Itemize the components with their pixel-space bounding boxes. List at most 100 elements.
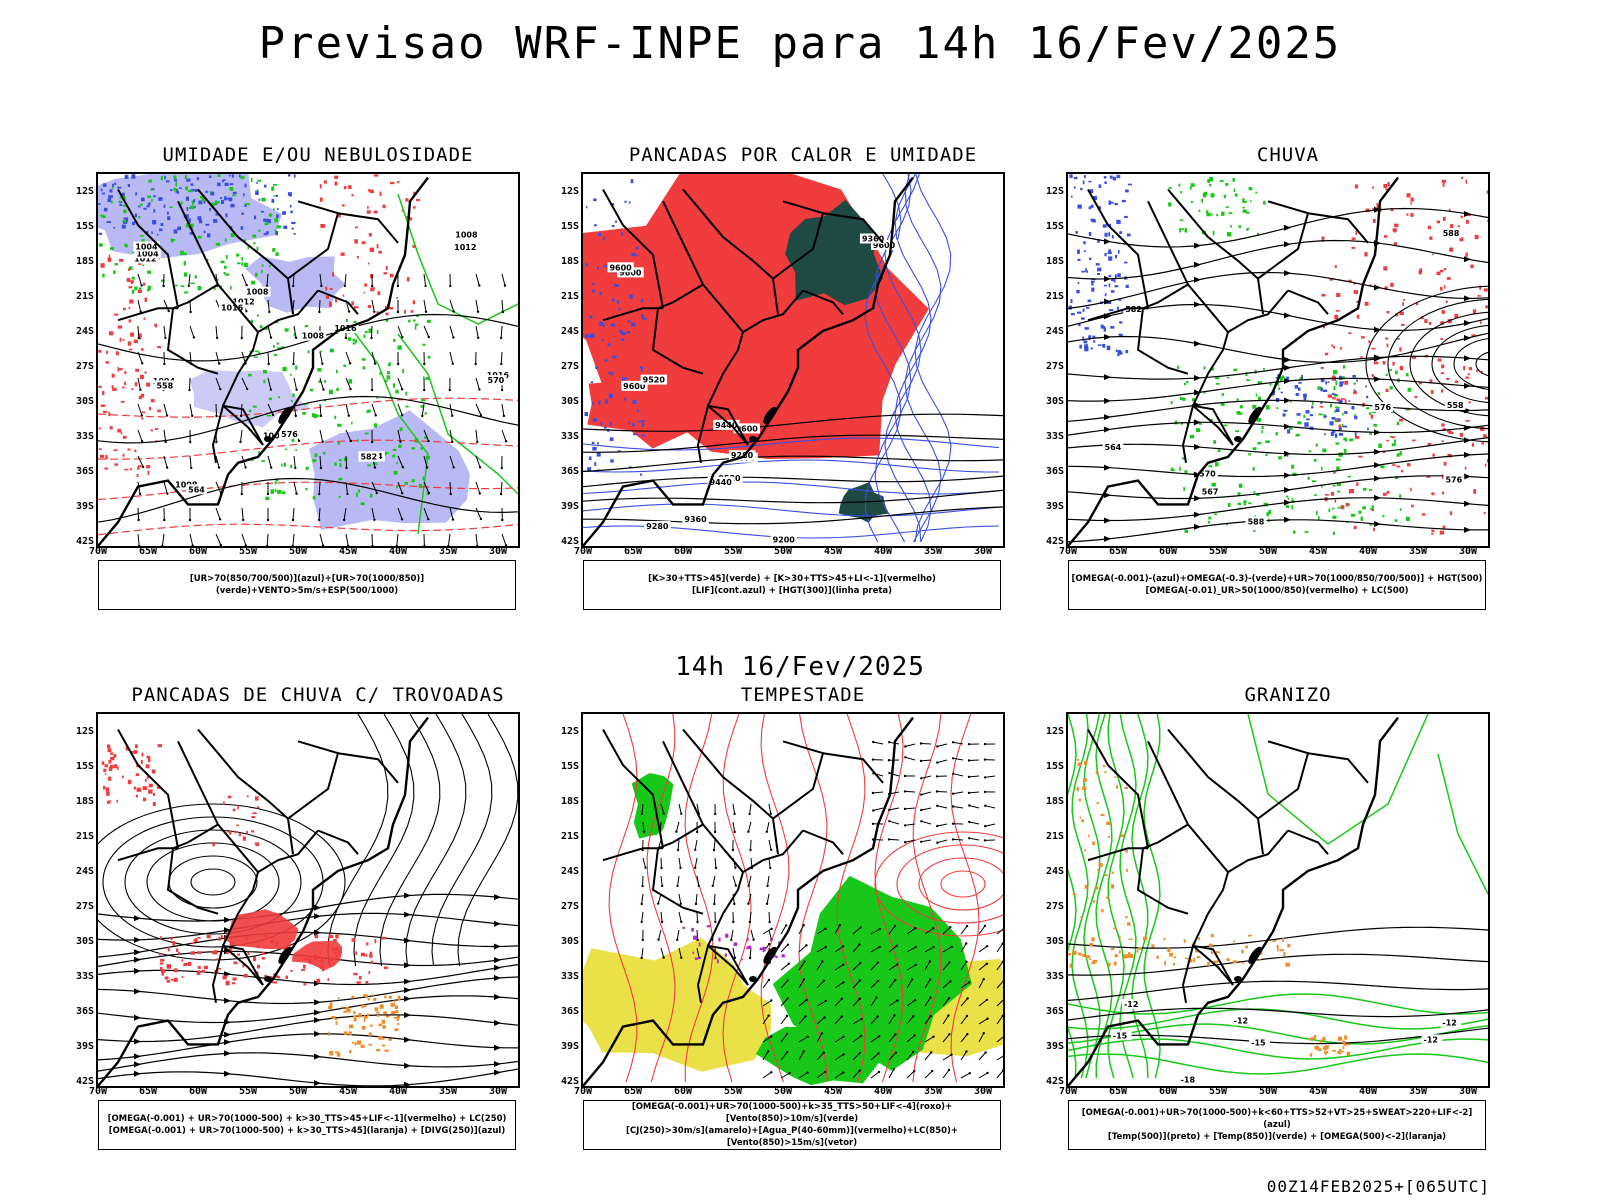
panel-legend: [OMEGA(-0.001)-(azul)+OMEGA(-0.3)-(verde… (1068, 560, 1486, 610)
omega500-orange-specks (1309, 1035, 1351, 1057)
jet-yellow-area (583, 937, 771, 1072)
contour-label: 570 (488, 376, 505, 385)
latitude-label: 18S (560, 256, 579, 267)
contour-label-bg (485, 375, 507, 386)
panel-title: PANCADAS DE CHUVA C/ TROVOADAS (131, 684, 505, 706)
lc850-streamline (836, 714, 866, 1083)
contour-label: 576 (281, 430, 298, 439)
temp850-contour (1068, 993, 1488, 1015)
streamline-arrow (1374, 475, 1381, 482)
streamline-arrow (134, 1053, 141, 1060)
streamline-arrow (1464, 473, 1471, 480)
contour-label-bg (707, 476, 734, 487)
streamline-arrow (1464, 382, 1471, 389)
lc850-streamline (874, 831, 1003, 937)
streamline-arrow (494, 920, 501, 927)
contour-label-bg (358, 451, 380, 462)
streamline-arrow (1284, 312, 1291, 319)
temp850-contour (1095, 714, 1113, 1078)
latitude-label: 24S (1045, 866, 1064, 877)
legend-line: [LIF](cont.azul) + [HGT(300)](linha pret… (691, 586, 893, 596)
latitude-label: 21S (560, 831, 579, 842)
contour-label: -12 (1424, 1036, 1438, 1045)
longitude-label: 55W (723, 546, 743, 557)
streamline-arrow (1374, 326, 1381, 333)
latitude-label: 15S (75, 221, 94, 232)
legend-line: [OMEGA(-0.001)-(azul)+OMEGA(-0.3)-(verde… (1071, 574, 1483, 584)
contour-label: 1008 (455, 231, 478, 240)
map-panel-umidade: UMIDADE E/OU NEBULOSIDADE 12S 15S 18S 21S 24S… (68, 144, 568, 614)
contour-label: 570 (1199, 470, 1216, 479)
longitude-label: 70W (573, 1086, 593, 1097)
longitude-label: 55W (1208, 1086, 1228, 1097)
streamline-arrow (1194, 443, 1201, 450)
contour-label-bg (607, 262, 634, 273)
contour-label: -15 (1251, 1038, 1266, 1047)
streamline-arrow (224, 1070, 231, 1077)
lc850-streamline (760, 714, 790, 1083)
hgt300-contour (583, 506, 1003, 525)
streamline-arrow (1284, 224, 1291, 231)
temp850-contour (1068, 1023, 1488, 1045)
contour-label-bg (1199, 486, 1221, 497)
legend-line: [OMEGA(-0.001) + UR>70(1000-500) + k>30_… (108, 1126, 506, 1136)
hgt500-contour (1068, 399, 1488, 422)
longitude-label: 55W (238, 1086, 258, 1097)
streamline-arrow (1104, 492, 1111, 499)
legend-line: [Temp(500)](preto) + [Temp(850)](verde) … (1107, 1132, 1447, 1142)
latitude-label: 33S (1045, 431, 1064, 442)
legend-line: [CJ(250)>30m/s](amarelo)+[Agua_P(40-60mm… (625, 1126, 959, 1148)
streamline-arrow (314, 1030, 321, 1037)
omega-blue-specks (1273, 374, 1369, 438)
latitude-label: 27S (75, 361, 94, 372)
streamline-arrow (1374, 376, 1381, 383)
latitude-label: 30S (560, 396, 579, 407)
omega500-orange-specks (1068, 759, 1131, 968)
latitude-label: 24S (75, 866, 94, 877)
streamline-arrow (494, 957, 501, 964)
streamline-arrow (134, 1070, 141, 1077)
hgt500-contour (1068, 271, 1488, 310)
pressure-isobar (98, 477, 518, 523)
streamline-arrow (404, 1081, 411, 1086)
latitude-label: 33S (75, 431, 94, 442)
lc850-streamline (646, 714, 676, 1083)
hgt500-contour (1068, 519, 1488, 543)
longitude-label: 50W (1258, 546, 1278, 557)
lif-contour (864, 174, 902, 543)
streamline-arrow (134, 967, 141, 974)
streamline-arrow (1374, 284, 1381, 291)
map-canvas: 588 582 576 576 570 567 564 558 588 (1066, 172, 1490, 548)
streamline-arrow (1194, 301, 1201, 308)
contour-label: 582 (1125, 305, 1142, 314)
hgt500-contour (1068, 437, 1488, 456)
streamline-arrow (314, 1053, 321, 1060)
temp500-contour (1068, 1007, 1488, 1021)
contour-label: 9440 (715, 421, 738, 430)
contour-label: 1012 (454, 243, 476, 252)
longitude-label: 55W (238, 546, 258, 557)
streamline-arrow (1104, 414, 1111, 421)
lc850-streamline (950, 714, 980, 1083)
streamline-arrow (1284, 472, 1291, 479)
contour-label: 558 (1447, 401, 1464, 410)
map-panel-granizo: GRANIZO 12S 15S 18S 21S 24S 27S 30S 33S 36S 39S 42S… (1038, 684, 1538, 1154)
streamline-arrow (1374, 494, 1381, 501)
contour-label-bg (186, 484, 207, 495)
lif-contour (583, 503, 1000, 517)
pressure-isobar (98, 395, 518, 444)
contour-label: 1008 (302, 332, 325, 341)
longitude-label: 45W (338, 1086, 358, 1097)
country-borders (1068, 716, 1399, 1086)
latitude-label: 12S (1045, 186, 1064, 197)
contour-label: 9520 (643, 376, 666, 385)
lc850-streamline (918, 857, 1003, 911)
contour-label-bg (132, 253, 159, 264)
longitude-label: 40W (873, 546, 893, 557)
latitude-label: 24S (560, 326, 579, 337)
longitude-label: 60W (188, 1086, 208, 1097)
contour-label: -12 (1442, 1018, 1456, 1027)
streamline-arrow (1104, 238, 1111, 245)
temp850-contour (1068, 714, 1077, 1079)
run-timestamp: 00Z14FEB2025+[065UTC] (1266, 1177, 1490, 1196)
